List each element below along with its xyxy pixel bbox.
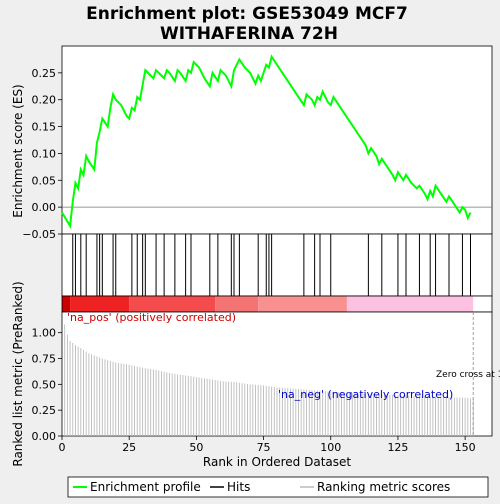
legend-item-label: Ranking metric scores [317,480,450,494]
es-y-axis-label: Enrichment score (ES) [11,84,25,217]
hits-panel-frame [61,233,493,297]
es-y-tick-label: 0.20 [32,94,57,107]
rank-x-tick-label: 125 [387,441,408,454]
es-y-tick-label: 0.25 [32,67,57,80]
hits-markers [72,234,471,296]
rank-x-tick-label: 0 [59,441,66,454]
es-y-tick-label: 0.05 [32,174,57,187]
color-bar-band [473,296,492,312]
rank-x-axis-label: Rank in Ordered Dataset [203,455,351,469]
color-bar-band [62,296,71,312]
rank-x-tick-label: 100 [320,441,341,454]
rank-y-axis-label: Ranked list metric (PreRanked) [11,281,25,466]
es-y-tick-label: 0.10 [32,147,57,160]
rank-y-tick-label: 0.00 [32,430,57,443]
es-y-tick-label: 0.00 [32,201,57,214]
neg-correlated-label: 'na_neg' (negatively correlated) [278,388,453,401]
rank-y-tick-label: 0.50 [32,378,57,391]
ranking-color-bar [61,295,493,313]
legend-box [67,476,489,498]
color-bar-band [215,296,259,312]
zero-cross-label: Zero cross at 153 [436,370,500,380]
plot-title-line2: WITHAFERINA 72H [160,24,338,44]
color-bar-band [258,296,347,312]
legend: Enrichment profile Hits Ranking metric sco… [73,480,450,494]
rank-y-tick-label: 1.00 [32,327,57,340]
color-bar-band [346,296,474,312]
plot-title-line1: Enrichment plot: GSE53049 MCF7 [86,4,408,24]
rank-y-tick-label: 0.25 [32,404,57,417]
es-profile-line [61,54,472,229]
rank-y-tick-label: 0.75 [32,353,57,366]
es-y-axis: −0.05 0.00 0.05 0.10 0.15 0.20 0.25 [22,67,62,241]
es-panel-frame [61,45,493,235]
rank-x-tick-label: 150 [455,441,476,454]
rank-x-tick-label: 50 [189,441,203,454]
pos-correlated-label: 'na_pos' (positively correlated) [67,311,236,324]
rank-x-tick-label: 25 [122,441,136,454]
color-bar-band [129,296,216,312]
rank-y-axis: 0.00 0.25 0.50 0.75 1.00 [32,327,62,443]
ranking-metric-bars [64,324,474,436]
color-bar-band [70,296,130,312]
rank-x-axis: 0 25 50 75 100 125 150 [59,436,476,454]
legend-item-label: Enrichment profile [90,480,201,494]
es-y-tick-label: −0.05 [22,228,56,241]
rank-x-tick-label: 75 [257,441,271,454]
legend-item-label: Hits [227,480,250,494]
es-y-tick-label: 0.15 [32,121,57,134]
